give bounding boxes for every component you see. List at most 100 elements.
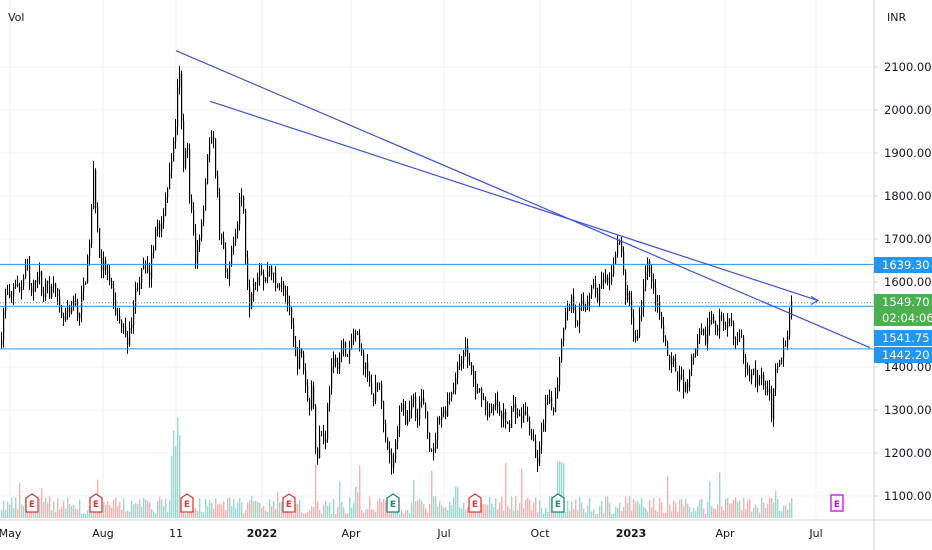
candle-body bbox=[789, 316, 791, 336]
candle-body bbox=[343, 342, 345, 348]
candle-body bbox=[739, 336, 741, 340]
candle-body bbox=[229, 264, 231, 279]
candle-body bbox=[765, 385, 767, 393]
volume-bar bbox=[445, 507, 447, 518]
candle-body bbox=[377, 382, 379, 384]
volume-bar bbox=[371, 509, 373, 518]
volume-bar bbox=[503, 510, 505, 518]
volume-bar bbox=[631, 510, 633, 518]
volume-bar bbox=[375, 511, 377, 518]
candle-body bbox=[131, 324, 133, 328]
earnings-marker-red[interactable]: E bbox=[180, 493, 194, 513]
time-axis-ticks[interactable]: May Aug 11 2022 Apr Jul Oct 2023 Apr Jul bbox=[0, 527, 823, 540]
volume-bar bbox=[349, 496, 351, 518]
candle-body bbox=[163, 215, 165, 223]
candle-body bbox=[485, 400, 487, 410]
volume-bar bbox=[369, 496, 371, 518]
candle-body bbox=[177, 87, 179, 128]
candle-body bbox=[3, 310, 5, 341]
earnings-marker-green[interactable]: E bbox=[551, 493, 565, 513]
candle-body bbox=[387, 438, 389, 450]
candle-body bbox=[287, 295, 289, 305]
volume-bar bbox=[431, 471, 433, 518]
earnings-marker-future[interactable]: E bbox=[830, 494, 844, 512]
earnings-marker-green[interactable]: E bbox=[386, 493, 400, 513]
volume-bar bbox=[353, 502, 355, 518]
volume-bar bbox=[657, 511, 659, 518]
candle-body bbox=[245, 211, 247, 258]
candle-body bbox=[329, 389, 331, 405]
candle-body bbox=[755, 368, 757, 385]
candle-body bbox=[35, 280, 37, 283]
volume-bar bbox=[15, 497, 17, 518]
trendline-upper[interactable] bbox=[175, 50, 871, 349]
candle-body bbox=[293, 324, 295, 342]
volume-bar bbox=[399, 513, 401, 518]
candlesticks[interactable] bbox=[1, 65, 793, 475]
candle-body bbox=[389, 449, 391, 455]
candle-body bbox=[691, 357, 693, 371]
volume-bar bbox=[357, 492, 359, 518]
horizontal-levels[interactable] bbox=[0, 263, 874, 350]
volume-bar bbox=[195, 508, 197, 518]
candle-body bbox=[77, 305, 79, 319]
volume-bar bbox=[393, 510, 395, 518]
candle-body bbox=[639, 314, 641, 336]
trendline-lower[interactable] bbox=[209, 100, 819, 302]
volume-bar bbox=[451, 505, 453, 518]
candle-body bbox=[25, 264, 27, 278]
candle-body bbox=[337, 362, 339, 370]
volume-bar bbox=[161, 499, 163, 518]
volume-bar bbox=[157, 500, 159, 518]
price-label-box bbox=[874, 257, 932, 273]
candle-body bbox=[593, 283, 595, 287]
earnings-badge bbox=[386, 493, 400, 513]
volume-bar bbox=[125, 511, 127, 518]
candle-body bbox=[341, 347, 343, 355]
candle-body bbox=[597, 293, 599, 301]
volume-bar bbox=[47, 502, 49, 518]
volume-bar bbox=[773, 502, 775, 518]
volume-bar bbox=[625, 496, 627, 518]
candle-body bbox=[753, 368, 755, 374]
volume-bar bbox=[609, 502, 611, 518]
volume-bar bbox=[463, 502, 465, 518]
trendlines[interactable] bbox=[175, 50, 871, 349]
candle-body bbox=[695, 348, 697, 355]
earnings-marker-red[interactable]: E bbox=[89, 493, 103, 513]
volume-bar bbox=[253, 501, 255, 518]
volume-bar bbox=[33, 512, 35, 518]
volume-bar bbox=[439, 500, 441, 518]
volume-bar bbox=[627, 502, 629, 518]
candle-body bbox=[447, 400, 449, 416]
volume-bar bbox=[621, 510, 623, 518]
volume-bar bbox=[255, 500, 257, 518]
candle-body bbox=[141, 268, 143, 283]
candle-body bbox=[303, 353, 305, 371]
candle-body bbox=[575, 310, 577, 322]
candle-body bbox=[733, 323, 735, 339]
volume-bar bbox=[725, 498, 727, 518]
volume-bar bbox=[217, 504, 219, 518]
candle-body bbox=[651, 272, 653, 283]
volume-bar bbox=[487, 505, 489, 518]
volume-bar bbox=[319, 509, 321, 518]
candle-body bbox=[171, 161, 173, 171]
candle-body bbox=[533, 438, 535, 441]
time-tick-label: 2023 bbox=[616, 527, 647, 540]
candle-body bbox=[495, 399, 497, 406]
candle-body bbox=[373, 394, 375, 401]
volume-bar bbox=[601, 500, 603, 518]
earnings-badge bbox=[468, 493, 482, 513]
candle-body bbox=[613, 264, 615, 275]
earnings-marker-red[interactable]: E bbox=[468, 493, 482, 513]
earnings-marker-red[interactable]: E bbox=[25, 493, 39, 513]
volume-bar bbox=[203, 512, 205, 518]
volume-bar bbox=[223, 501, 225, 518]
earnings-marker-red[interactable]: E bbox=[282, 493, 296, 513]
candle-body bbox=[357, 332, 359, 336]
volume-bar bbox=[91, 512, 93, 518]
candle-body bbox=[21, 286, 23, 291]
